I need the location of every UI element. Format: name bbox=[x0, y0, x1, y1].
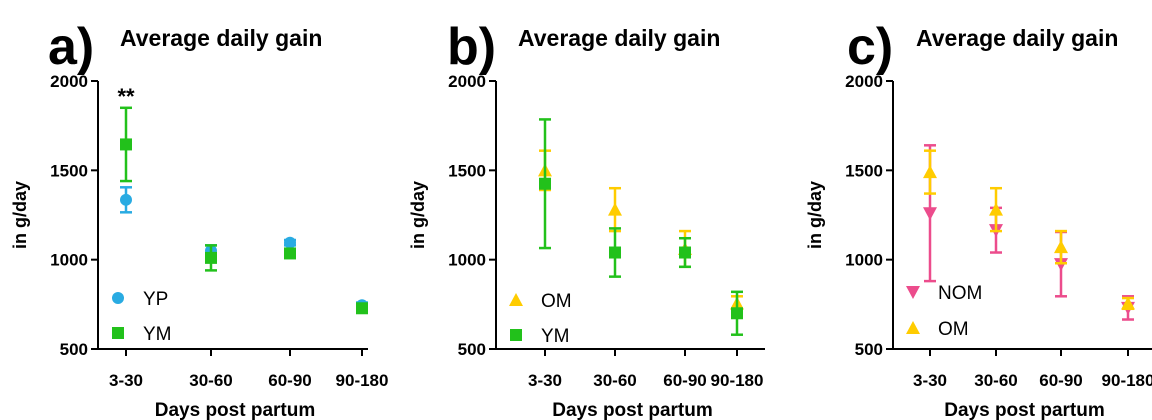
x-tick-label: 30-60 bbox=[974, 371, 1017, 390]
legend-label: YP bbox=[143, 289, 168, 310]
y-tick-label: 1000 bbox=[50, 251, 88, 270]
legend-marker-ym bbox=[112, 327, 124, 339]
chart-title: Average daily gain bbox=[518, 25, 720, 51]
legend-label: OM bbox=[541, 291, 572, 312]
y-tick-label: 2000 bbox=[50, 72, 88, 91]
data-point-ym bbox=[609, 246, 621, 259]
panel-letter: b) bbox=[447, 18, 496, 76]
panel-letter: c) bbox=[847, 18, 893, 76]
x-tick-label: 3-30 bbox=[913, 371, 947, 390]
data-point-om bbox=[1054, 240, 1068, 254]
y-tick-label: 1000 bbox=[448, 251, 486, 270]
panel-b: b) Average daily gain 500 1000 1500 2000 3-30 3… bbox=[408, 18, 765, 420]
data-point-yp bbox=[284, 236, 296, 249]
significance-annotation: ** bbox=[117, 84, 135, 109]
y-tick-label: 500 bbox=[855, 340, 883, 359]
data-point-nom bbox=[1054, 258, 1068, 272]
legend-marker-ym bbox=[510, 329, 522, 341]
data-point-ym bbox=[679, 246, 691, 259]
data-point-ym bbox=[284, 247, 296, 260]
x-tick-label: 90-180 bbox=[1102, 371, 1152, 390]
data-point-ym bbox=[731, 307, 743, 320]
y-tick-label: 1000 bbox=[845, 251, 883, 270]
chart-title: Average daily gain bbox=[120, 25, 322, 51]
y-tick-label: 1500 bbox=[448, 161, 486, 180]
x-tick-label: 60-90 bbox=[1039, 371, 1082, 390]
legend-label: YM bbox=[541, 326, 570, 347]
data-point-om bbox=[608, 202, 622, 216]
y-axis-label: in g/day bbox=[10, 181, 30, 249]
y-tick-label: 1500 bbox=[845, 161, 883, 180]
x-tick-label: 60-90 bbox=[268, 371, 311, 390]
data-point-om bbox=[989, 202, 1003, 216]
data-point-ym bbox=[539, 177, 551, 190]
y-tick-label: 1500 bbox=[50, 161, 88, 180]
legend-marker-nom bbox=[906, 286, 920, 299]
panel-a: a) Average daily gain 500 1000 1500 2000 3-30 3… bbox=[10, 18, 388, 420]
y-axis-label: in g/day bbox=[805, 181, 825, 249]
data-point-om bbox=[1121, 296, 1135, 310]
legend-marker-om bbox=[906, 321, 920, 334]
x-axis-label: Days post partum bbox=[552, 400, 712, 420]
x-tick-label: 30-60 bbox=[189, 371, 232, 390]
legend-label: NOM bbox=[938, 283, 982, 304]
x-tick-label: 90-180 bbox=[336, 371, 389, 390]
data-point-ym bbox=[205, 251, 217, 264]
data-point-om bbox=[923, 165, 937, 179]
x-tick-label: 3-30 bbox=[109, 371, 143, 390]
data-point-yp bbox=[120, 193, 132, 206]
data-point-nom bbox=[923, 207, 937, 221]
legend-label: OM bbox=[938, 319, 969, 340]
legend-marker-yp bbox=[112, 292, 124, 304]
y-tick-label: 500 bbox=[458, 340, 486, 359]
data-point-ym bbox=[356, 302, 368, 315]
panel-letter: a) bbox=[48, 18, 94, 76]
x-axis-label: Days post partum bbox=[155, 400, 315, 420]
x-tick-label: 3-30 bbox=[528, 371, 562, 390]
legend-marker-om bbox=[509, 293, 523, 306]
x-tick-label: 90-180 bbox=[711, 371, 764, 390]
legend-label: YM bbox=[143, 324, 172, 345]
data-point-ym bbox=[120, 138, 132, 151]
y-tick-label: 2000 bbox=[448, 72, 486, 91]
x-tick-label: 30-60 bbox=[593, 371, 636, 390]
y-tick-label: 500 bbox=[60, 340, 88, 359]
x-axis-label: Days post partum bbox=[944, 400, 1104, 420]
y-tick-label: 2000 bbox=[845, 72, 883, 91]
panel-c: c) Average daily gain 500 1000 1500 2000 3-30 3… bbox=[805, 18, 1152, 420]
chart-title: Average daily gain bbox=[916, 25, 1118, 51]
y-axis-label: in g/day bbox=[408, 181, 428, 249]
x-tick-label: 60-90 bbox=[663, 371, 706, 390]
